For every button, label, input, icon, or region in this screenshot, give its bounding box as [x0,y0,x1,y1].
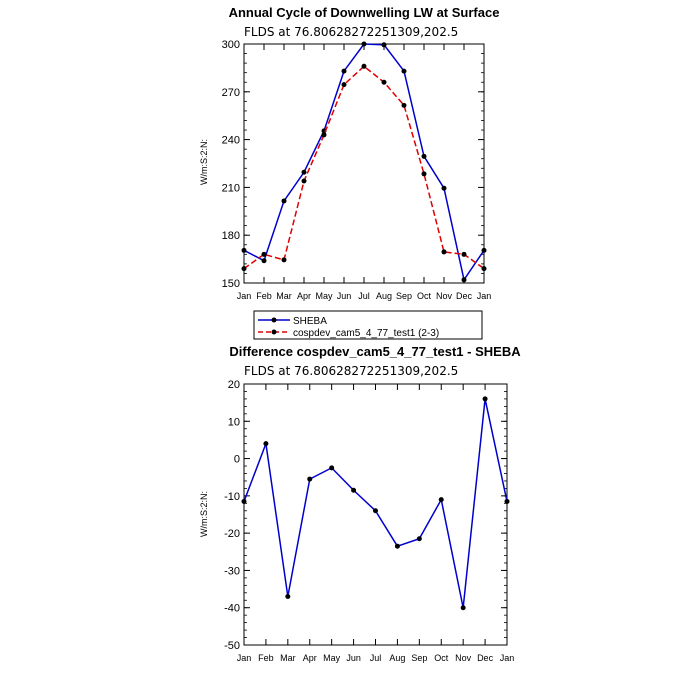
top-chart-series-1-point-8 [401,102,407,108]
top-chart-series-1-point-3 [301,178,307,184]
bottom-chart-ytick-label-6: 10 [228,416,240,428]
top-chart-series-1-point-11 [461,251,467,257]
bottom-chart-plot-frame [243,383,508,646]
bottom-chart-xtick-label-1: Feb [258,653,274,663]
top-chart-series-1-point-5 [341,82,347,88]
top-chart-series-0-point-6 [361,41,367,47]
top-chart-xtick-label-8: Sep [396,291,412,301]
bottom-chart-xtick-label-11: Dec [477,653,494,663]
legend-model-label: cospdev_cam5_4_77_test1 (2-3) [293,328,439,339]
bottom-chart-series-0-point-12 [504,498,510,504]
top-chart-series-1-line [243,65,485,270]
bottom-chart-ytick-label-0: -50 [224,640,240,652]
top-chart-series-1-point-12 [481,266,487,272]
top-chart-plot-frame [243,43,485,284]
bottom-chart-series-0-point-3 [307,476,313,482]
bottom-chart-ytick-label-4: -10 [224,491,240,503]
top-chart-series-0-point-9 [421,153,427,159]
top-chart-ytick-label-5: 300 [222,39,240,51]
top-chart-y-axis-label: W/m:S:2:N: [199,139,209,185]
top-chart-ytick-label-2: 210 [222,182,240,194]
top-chart-series-1-point-6 [361,63,367,69]
top-chart-series-1-point-9 [421,171,427,177]
bottom-chart-xtick-label-9: Oct [434,653,449,663]
top-chart-xtick-label-10: Nov [436,291,453,301]
top-chart-series-0-point-7 [381,42,387,48]
bottom-chart-xtick-label-7: Aug [389,653,405,663]
bottom-chart-ytick-label-3: -20 [224,528,240,540]
top-chart-xtick-label-6: Jul [358,291,370,301]
top-chart-series-0-line [243,43,485,282]
legend-sheba-label: SHEBA [293,316,327,327]
top-chart-series-0-point-10 [441,185,447,191]
bottom-chart: Difference cospdev_cam5_4_77_test1 - SHE… [199,344,521,663]
top-chart-series-0-point-3 [301,169,307,175]
bottom-chart-ytick-label-7: 20 [228,379,240,391]
top-chart-legend: SHEBA cospdev_cam5_4_77_test1 (2-3) [253,310,483,340]
top-chart-subtitle: FLDS at 76.80628272251309,202.5 [244,25,458,39]
top-chart-series-0-point-11 [461,277,467,283]
top-chart-xtick-label-5: Jun [337,291,352,301]
top-chart-series-0-point-1 [261,258,267,264]
top-chart-series-0-point-2 [281,198,287,204]
top-chart-xtick-label-12: Jan [477,291,492,301]
top-chart-title: Annual Cycle of Downwelling LW at Surfac… [229,5,500,20]
top-chart-ytick-label-0: 150 [222,278,240,290]
bottom-chart-y-axis-label: W/m:S:2:N: [199,491,209,537]
top-chart-series-0-point-0 [241,247,247,253]
bottom-chart-series-0-point-11 [482,396,488,402]
bottom-chart-xtick-label-0: Jan [237,653,252,663]
bottom-chart-xtick-label-12: Jan [500,653,515,663]
top-chart-xtick-label-2: Mar [276,291,292,301]
top-chart-series-1-point-2 [281,257,287,263]
top-chart-xtick-label-11: Dec [456,291,473,301]
bottom-chart-xtick-label-8: Sep [411,653,427,663]
bottom-chart-xtick-label-10: Nov [455,653,472,663]
top-chart-xtick-label-1: Feb [256,291,272,301]
bottom-chart-series-0-point-2 [285,594,291,600]
bottom-chart-series-0-point-10 [460,605,466,611]
legend-sheba-marker [271,317,277,323]
legend-model-marker [271,329,277,335]
top-chart: Annual Cycle of Downwelling LW at Surfac… [199,5,500,340]
top-chart-xtick-label-0: Jan [237,291,252,301]
bottom-chart-series-0-line [243,398,508,608]
top-chart-ytick-label-4: 270 [222,87,240,99]
bottom-chart-series-0-point-4 [329,465,335,471]
bottom-chart-ytick-label-2: -30 [224,565,240,577]
top-chart-series-1-point-0 [241,266,247,272]
top-chart-ytick-label-1: 180 [222,230,240,242]
top-chart-series-0-point-8 [401,68,407,74]
top-chart-xtick-label-3: Apr [297,291,311,301]
bottom-chart-subtitle: FLDS at 76.80628272251309,202.5 [244,364,458,378]
top-chart-series-0-point-5 [341,68,347,74]
top-chart-xtick-label-4: May [315,291,333,301]
bottom-chart-xtick-label-3: Apr [303,653,317,663]
bottom-chart-series-0-point-8 [416,536,422,542]
top-chart-series-1-point-1 [261,251,267,257]
bottom-chart-series-0-point-0 [241,498,247,504]
top-chart-ytick-label-3: 240 [222,135,240,147]
bottom-chart-xtick-label-2: Mar [280,653,296,663]
top-chart-series-1-point-10 [441,249,447,255]
bottom-chart-xtick-label-4: May [323,653,341,663]
bottom-chart-ytick-label-5: 0 [234,454,240,466]
top-chart-xtick-label-7: Aug [376,291,392,301]
bottom-chart-series-0-point-7 [394,543,400,549]
top-chart-xtick-label-9: Oct [417,291,432,301]
bottom-chart-xtick-label-5: Jun [346,653,361,663]
bottom-chart-series-0-point-9 [438,497,444,503]
bottom-chart-series-0-point-6 [373,508,378,514]
bottom-chart-xtick-label-6: Jul [370,653,382,663]
bottom-chart-ytick-label-1: -40 [224,603,240,615]
legend-box [253,310,483,340]
bottom-chart-series-0-point-1 [263,441,269,447]
bottom-chart-title: Difference cospdev_cam5_4_77_test1 - SHE… [229,344,521,359]
top-chart-series-1-point-7 [381,79,387,85]
top-chart-series-1-point-4 [321,132,327,138]
bottom-chart-series-0-point-5 [351,487,357,493]
top-chart-series-0-point-12 [481,247,487,253]
